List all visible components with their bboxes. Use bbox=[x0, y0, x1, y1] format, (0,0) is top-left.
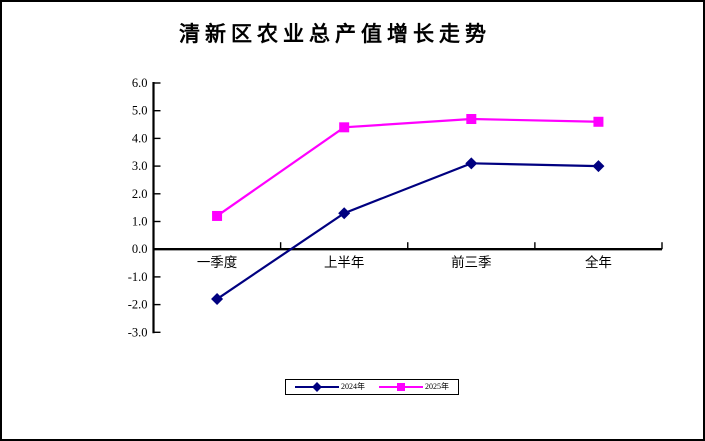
legend-label-series-1: 2024年 bbox=[341, 382, 365, 391]
legend-item-series-1: 2024年 bbox=[295, 382, 365, 392]
legend-line-sample bbox=[379, 383, 423, 391]
data-point-diamond-2024年 bbox=[338, 207, 351, 220]
x-category-label: 一季度 bbox=[197, 255, 238, 270]
legend-item-series-2: 2025年 bbox=[379, 383, 449, 391]
y-axis-label: -1.0 bbox=[128, 270, 148, 284]
series-line-2025年 bbox=[216, 117, 599, 217]
data-point-square-2025年 bbox=[593, 116, 604, 127]
data-point-square-2025年 bbox=[339, 122, 350, 133]
data-point-square-2025年 bbox=[212, 210, 223, 221]
y-axis-label: 5.0 bbox=[132, 104, 148, 118]
data-point-diamond-2024年 bbox=[211, 293, 224, 306]
data-point-diamond-2024年 bbox=[465, 157, 478, 170]
square-marker-icon bbox=[397, 383, 405, 391]
y-axis-label: -2.0 bbox=[128, 298, 148, 312]
x-category-label: 全年 bbox=[585, 254, 612, 270]
chart-title: 清新区农业总产值增长走势 bbox=[179, 22, 491, 46]
data-point-diamond-2024年 bbox=[592, 160, 605, 173]
y-axis-label: 0.0 bbox=[132, 242, 148, 256]
y-axis-label: 3.0 bbox=[132, 159, 148, 173]
y-axis-label: 1.0 bbox=[132, 215, 148, 229]
x-category-label: 前三季 bbox=[451, 254, 492, 270]
legend-label-series-2: 2025年 bbox=[425, 382, 449, 391]
y-axis-label: -3.0 bbox=[128, 325, 148, 339]
data-point-square-2025年 bbox=[466, 114, 477, 125]
chart-legend: 2024年 2025年 bbox=[285, 379, 459, 395]
y-axis-label: 2.0 bbox=[132, 187, 148, 201]
diamond-marker-icon bbox=[312, 382, 322, 392]
x-category-label: 上半年 bbox=[324, 255, 365, 270]
y-axis-label: 6.0 bbox=[132, 76, 148, 90]
legend-line-sample bbox=[295, 382, 339, 392]
y-axis-label: 4.0 bbox=[132, 131, 148, 145]
series-line-2024年 bbox=[216, 162, 599, 300]
